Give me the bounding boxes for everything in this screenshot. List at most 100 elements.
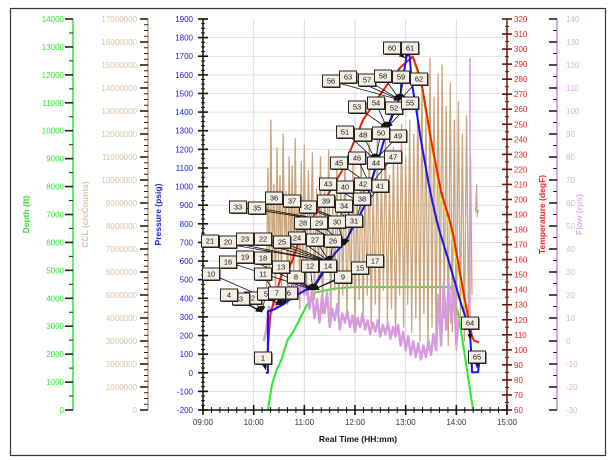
temperature-tick-label: 260: [514, 105, 528, 114]
annotation-label-text: 64: [466, 319, 474, 328]
annotation-label: 47: [384, 150, 403, 164]
depth-tick-label: 12000: [42, 71, 65, 80]
annotation-box: [348, 100, 366, 114]
annotation-label-text: 19: [241, 253, 249, 262]
annotation-label: 64: [461, 316, 480, 330]
annotation-arrowhead-icon: [309, 283, 315, 290]
annotation-label-text: 48: [359, 131, 367, 140]
annotation-label-text: 34: [340, 202, 348, 211]
depth-tick-label: 11000: [42, 99, 64, 108]
annotation-label: 14: [319, 259, 338, 273]
annotation-box: [410, 72, 428, 86]
annotation-label-text: 39: [322, 197, 330, 206]
annotation-box: [254, 267, 272, 281]
annotation-label-text: 5: [264, 290, 268, 299]
annotation-label: 62: [410, 72, 429, 86]
temperature-tick-label: 180: [514, 226, 528, 235]
annotation-label-text: 60: [388, 44, 396, 53]
annotation-label-text: 49: [394, 132, 402, 141]
annotation-label: 8: [287, 270, 306, 284]
depth-axis-title: Depth (ft): [21, 195, 31, 233]
annotation-label: 51: [336, 125, 355, 139]
annotation-box: [392, 70, 410, 84]
depth-tick-label: 3000: [46, 322, 64, 331]
annotation-arrowhead-icon: [306, 285, 313, 290]
annotation-arrowhead-icon: [397, 93, 403, 100]
ccl-tick-label: 4000000: [106, 314, 138, 323]
annotation-label-text: 24: [293, 234, 301, 243]
annotation-label-text: 28: [299, 219, 307, 228]
annotation-label: 25: [273, 235, 292, 249]
annotation-label-text: 47: [389, 153, 397, 162]
annotation-box: [372, 126, 390, 140]
flow-tick-label: 70: [566, 176, 575, 185]
temperature-tick-label: 230: [514, 150, 528, 159]
annotation-arrowhead-icon: [312, 283, 319, 290]
annotation-label-text: 12: [306, 262, 314, 271]
annotation-box: [468, 350, 486, 364]
annotation-label-text: 42: [359, 180, 367, 189]
annotation-box: [229, 200, 247, 214]
annotation-label: 58: [374, 69, 393, 83]
annotation-box: [202, 267, 220, 281]
temperature-tick-label: 150: [514, 271, 528, 280]
annotation-label: 34: [335, 199, 354, 213]
series-temperature: [266, 55, 480, 356]
annotation-label: 36: [265, 191, 284, 205]
ccl-tick-label: 17000000: [101, 15, 137, 24]
ccl-tick-label: 7000000: [106, 245, 138, 254]
temperature-tick-label: 80: [514, 376, 523, 385]
annotation-label: 39: [317, 194, 336, 208]
flow-tick-label: 90: [566, 130, 575, 139]
pressure-tick-label: 0: [189, 369, 194, 378]
annotation-label-text: 52: [390, 104, 398, 113]
annotation-label: 30: [328, 215, 347, 229]
temperature-tick-label: 70: [514, 391, 523, 400]
depth-tick-label: 4000: [46, 294, 64, 303]
flow-tick-label: 30: [566, 268, 575, 277]
annotation-box: [310, 216, 328, 230]
annotation-label: 16: [219, 255, 238, 269]
annotation-label-text: 46: [353, 154, 361, 163]
annotation-label-text: 63: [344, 73, 352, 82]
annotation-arrowhead-icon: [398, 52, 406, 59]
annotation-label: 1: [254, 351, 273, 365]
ccl-tick-label: 11000000: [102, 153, 138, 162]
annotation-label: 9: [334, 270, 353, 284]
annotation-label-text: 16: [224, 258, 232, 267]
time-tick-label: 10:00: [244, 418, 265, 427]
series-ccl-tail: [475, 184, 480, 218]
annotation-label-text: 35: [253, 204, 261, 213]
annotation-label: 22: [254, 232, 273, 246]
annotation-label-text: 61: [406, 44, 414, 53]
temperature-tick-label: 60: [514, 406, 523, 415]
annotation-box: [319, 259, 337, 273]
annotation-label: 10: [202, 267, 221, 281]
pressure-tick-label: 500: [180, 276, 194, 285]
annotation-label-text: 26: [329, 237, 337, 246]
ccl-tick-label: 2000000: [106, 360, 138, 369]
annotation-label-text: 37: [288, 197, 296, 206]
annotation-label: 12: [301, 259, 320, 273]
annotation-label-text: 55: [406, 99, 414, 108]
flow-tick-label: 140: [566, 15, 580, 24]
temperature-tick-label: 120: [514, 316, 528, 325]
annotation-label: 60: [383, 41, 402, 55]
temperature-tick-label: 210: [514, 180, 528, 189]
temperature-tick-label: 90: [514, 361, 523, 370]
annotation-box: [283, 194, 301, 208]
annotation-label-text: 65: [473, 353, 481, 362]
ccl-tick-label: 5000000: [106, 291, 138, 300]
annotation-label-text: 23: [241, 235, 249, 244]
annotation-label: 56: [322, 74, 341, 88]
temperature-tick-label: 130: [514, 301, 528, 310]
pressure-tick-label: 1000: [175, 183, 193, 192]
temperature-tick-label: 270: [514, 90, 528, 99]
pressure-tick-label: 1400: [175, 108, 193, 117]
pressure-tick-label: 1200: [175, 145, 193, 154]
temperature-tick-label: 220: [514, 165, 528, 174]
time-tick-label: 15:00: [497, 418, 518, 427]
depth-tick-label: 13000: [42, 43, 65, 52]
temperature-tick-label: 110: [514, 331, 527, 340]
